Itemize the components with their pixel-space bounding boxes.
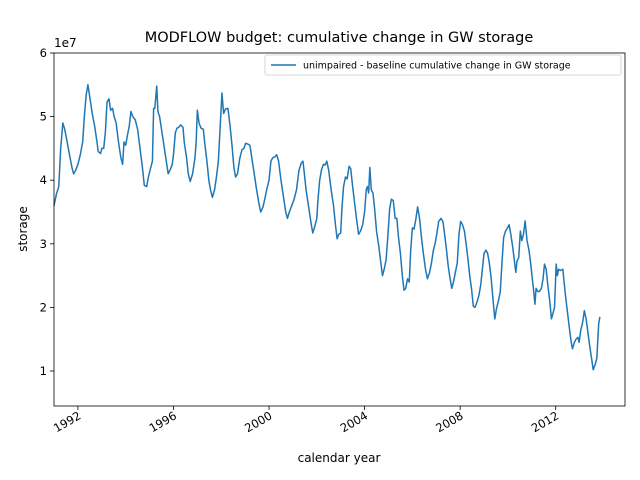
y-ticks: 1 2 3 4 5 6 — [40, 46, 54, 378]
chart-title: MODFLOW budget: cumulative change in GW … — [145, 30, 534, 46]
y-tick-label: 3 — [40, 237, 47, 251]
y-axis-label: storage — [16, 206, 30, 252]
axes-frame — [53, 52, 626, 407]
y-tick-label: 1 — [40, 364, 47, 378]
y-tick-label: 5 — [40, 110, 47, 124]
y-offset-label: 1e7 — [54, 36, 77, 50]
y-tick-label: 4 — [40, 173, 47, 187]
legend: unimpaired - baseline cumulative change … — [264, 54, 622, 76]
y-tick-label: 2 — [40, 300, 47, 314]
legend-box — [264, 54, 622, 76]
series-line-unimpaired-baseline — [53, 84, 601, 371]
y-tick-label: 6 — [40, 46, 47, 60]
plot-background — [54, 53, 625, 406]
x-axis-label: calendar year — [298, 451, 381, 465]
legend-entry-label: unimpaired - baseline cumulative change … — [303, 61, 571, 72]
